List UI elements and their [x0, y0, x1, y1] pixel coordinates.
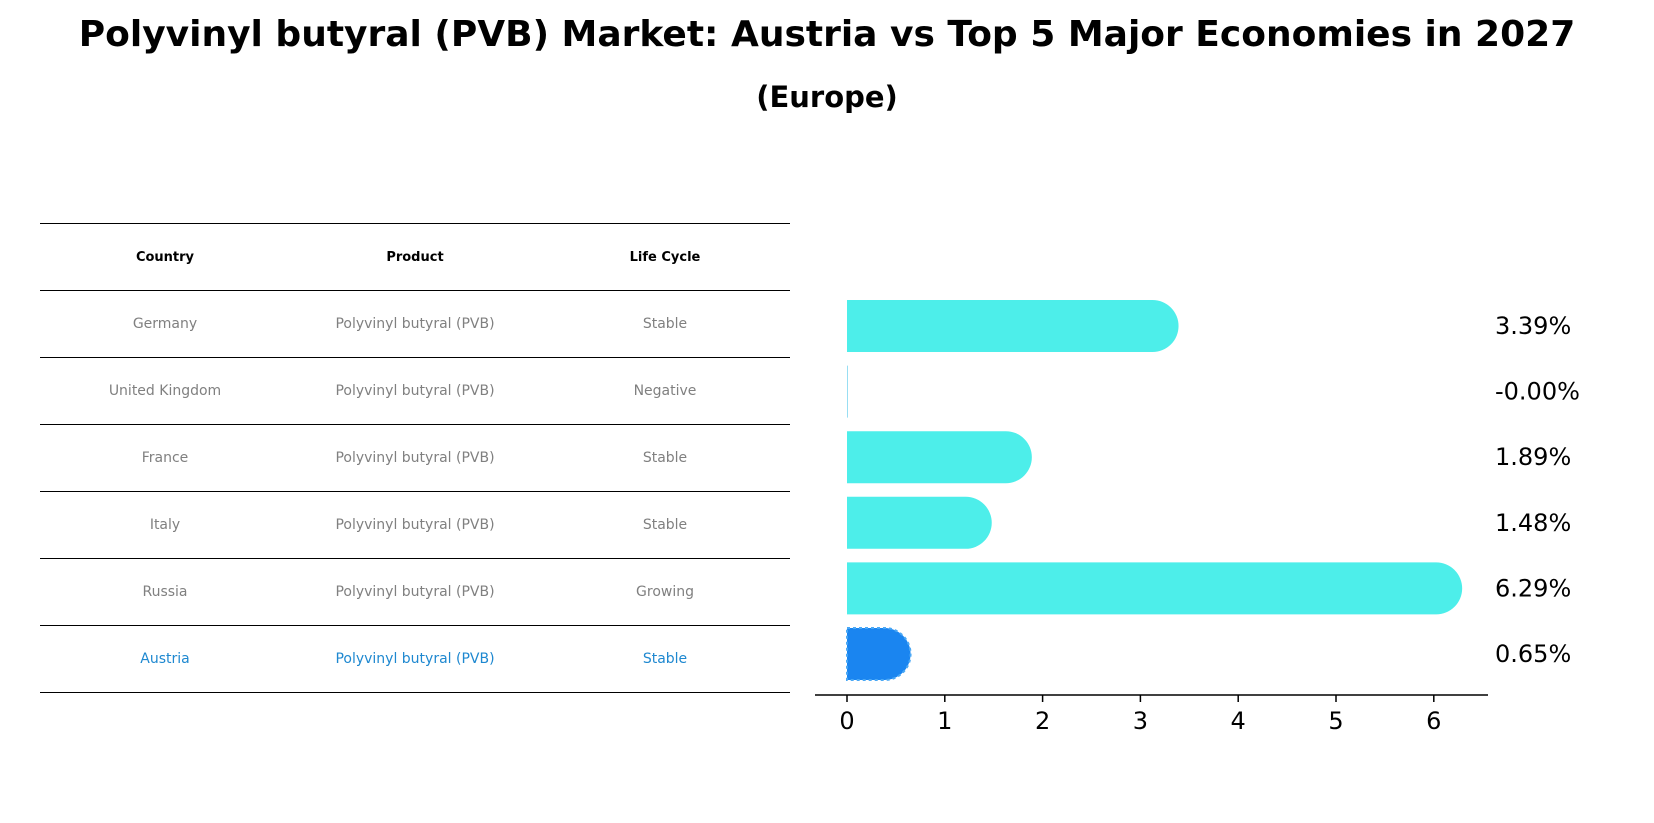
country-cell: Italy [40, 491, 290, 559]
bars-group [846, 300, 1463, 681]
growth-bar-chart: 3.39% -0.00% 1.89% 1.48% 6.29% 0.65% 0 1 2 3 4 5 6 [815, 300, 1580, 735]
product-cell: Polyvinyl butyral (PVB) [290, 625, 540, 693]
bar-austria [846, 627, 912, 681]
x-tick-label: 0 [839, 707, 854, 735]
product-cell: Polyvinyl butyral (PVB) [290, 357, 540, 425]
bar-italy [847, 496, 992, 549]
value-label: 1.48% [1495, 509, 1571, 537]
country-cell: Russia [40, 558, 290, 626]
value-label: 6.29% [1495, 574, 1571, 602]
life-cycle-cell: Stable [540, 290, 790, 358]
value-label: -0.00% [1495, 378, 1580, 406]
life-cycle-cell: Growing [540, 558, 790, 626]
life-cycle-cell: Stable [540, 625, 790, 693]
column-header-country: Country [40, 223, 290, 291]
table-row: France Polyvinyl butyral (PVB) Stable [40, 424, 790, 492]
table-row: Russia Polyvinyl butyral (PVB) Growing [40, 558, 790, 626]
value-label: 3.39% [1495, 312, 1571, 340]
x-tick-label: 1 [937, 707, 952, 735]
country-cell: United Kingdom [40, 357, 290, 425]
product-cell: Polyvinyl butyral (PVB) [290, 491, 540, 559]
country-cell: Austria [40, 625, 290, 693]
x-tick-label: 5 [1328, 707, 1343, 735]
table-row-highlighted: Austria Polyvinyl butyral (PVB) Stable [40, 625, 790, 693]
column-header-life-cycle: Life Cycle [540, 223, 790, 291]
value-label: 0.65% [1495, 640, 1571, 668]
country-table: Country Product Life Cycle Germany Polyv… [40, 223, 790, 693]
table-header-row: Country Product Life Cycle [40, 223, 790, 291]
chart-title: Polyvinyl butyral (PVB) Market: Austria … [78, 14, 1576, 55]
table-row: United Kingdom Polyvinyl butyral (PVB) N… [40, 357, 790, 425]
table-row: Italy Polyvinyl butyral (PVB) Stable [40, 491, 790, 559]
x-tick-label: 4 [1231, 707, 1246, 735]
x-tick-label: 3 [1133, 707, 1148, 735]
bar-russia [847, 562, 1463, 615]
life-cycle-cell: Stable [540, 491, 790, 559]
life-cycle-cell: Negative [540, 357, 790, 425]
country-cell: France [40, 424, 290, 492]
product-cell: Polyvinyl butyral (PVB) [290, 290, 540, 358]
life-cycle-cell: Stable [540, 424, 790, 492]
value-label: 1.89% [1495, 443, 1571, 471]
bar-germany [847, 300, 1179, 352]
column-header-product: Product [290, 223, 540, 291]
bar-united-kingdom [847, 365, 848, 418]
product-cell: Polyvinyl butyral (PVB) [290, 558, 540, 626]
x-tick-label: 6 [1426, 707, 1441, 735]
product-cell: Polyvinyl butyral (PVB) [290, 424, 540, 492]
country-cell: Germany [40, 290, 290, 358]
chart-subtitle: (Europe) [756, 80, 898, 114]
table-row: Germany Polyvinyl butyral (PVB) Stable [40, 290, 790, 358]
bar-france [847, 431, 1032, 484]
x-axis: 0 1 2 3 4 5 6 [815, 694, 1488, 735]
value-labels-group: 3.39% -0.00% 1.89% 1.48% 6.29% 0.65% [1495, 312, 1580, 668]
x-tick-label: 2 [1035, 707, 1050, 735]
